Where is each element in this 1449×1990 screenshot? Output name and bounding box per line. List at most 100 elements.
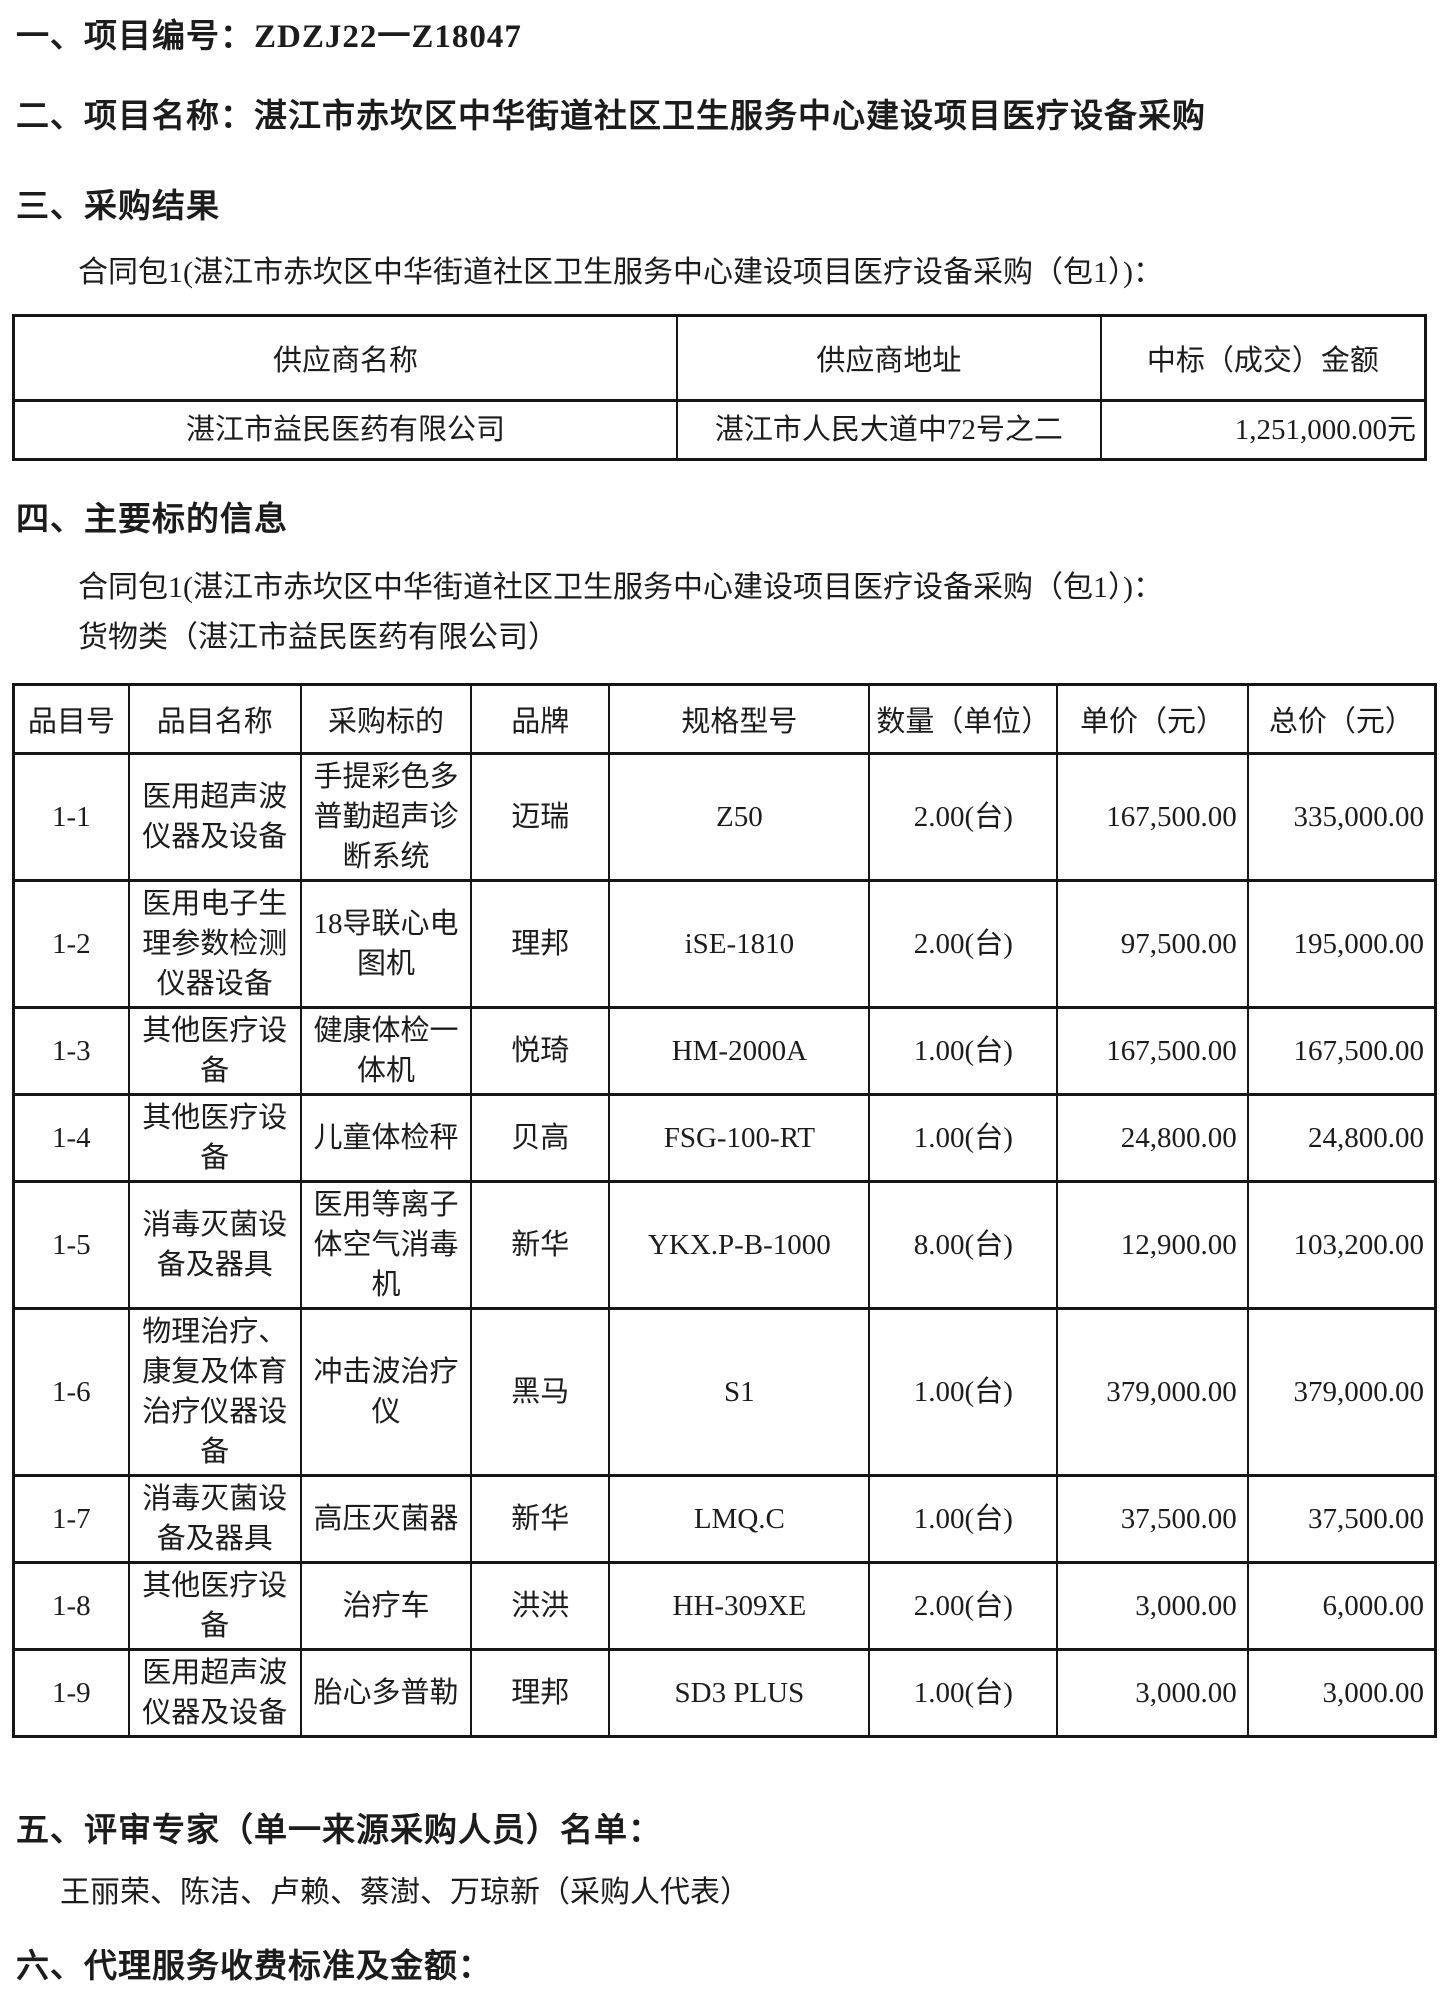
table-cell: 167,500.00 [1246,1006,1437,1096]
table-cell: 冲击波治疗仪 [299,1307,473,1477]
table-row: 1-2 医用电子生理参数检测仪器设备 18导联心电图机 理邦 iSE-1810 2.00(… [12,879,1437,1009]
table-cell: 37,500.00 [1056,1474,1249,1564]
table-header-row: 品目号 品目名称 采购标的 品牌 规格型号 数量（单位） 单价（元） 总价（元） [12,683,1437,755]
column-header: 供应商名称 [12,314,679,402]
table-cell: 医用超声波仪器及设备 [127,1648,302,1738]
table-cell: 理邦 [470,1648,611,1738]
goods-category-line: 货物类（湛江市益民医药有限公司） [78,621,558,654]
table-cell: 1-1 [12,752,130,882]
column-header: 中标（成交）金额 [1099,314,1427,402]
table-row: 1-5 消毒灭菌设备及器具 医用等离子体空气消毒机 新华 YKX.P-B-1000 8.0… [12,1180,1437,1310]
table-cell: 胎心多普勒 [299,1648,473,1738]
items-table: 品目号 品目名称 采购标的 品牌 规格型号 数量（单位） 单价（元） 总价（元） 1-1 医用超… [12,683,1437,1738]
table-cell: LMQ.C [608,1474,871,1564]
section-heading-agency-fee: 六、代理服务收费标准及金额： [16,1949,492,1985]
table-cell: 1.00(台) [868,1474,1059,1564]
items-table-body: 1-1 医用超声波仪器及设备 手提彩色多普勤超声诊断系统 迈瑞 Z50 2.00(台) 16… [12,752,1437,1738]
table-cell: 物理治疗、康复及体育治疗仪器设备 [127,1307,302,1477]
table-cell: 其他医疗设备 [127,1006,302,1096]
table-cell: HH-309XE [608,1561,871,1651]
table-cell: 湛江市人民大道中72号之二 [676,399,1102,461]
table-cell: 医用电子生理参数检测仪器设备 [127,879,302,1009]
table-cell: YKX.P-B-1000 [608,1180,871,1310]
table-cell: 1-3 [12,1006,130,1096]
table-cell: 新华 [470,1474,611,1564]
table-cell: 1-9 [12,1648,130,1738]
column-header: 采购标的 [299,683,473,755]
table-cell: 新华 [470,1180,611,1310]
column-header: 品目号 [12,683,130,755]
items-table-header: 品目号 品目名称 采购标的 品牌 规格型号 数量（单位） 单价（元） 总价（元） [12,683,1437,755]
result-table: 供应商名称 供应商地址 中标（成交）金额 湛江市益民医药有限公司 湛江市人民大道中72… [12,314,1427,461]
table-cell: 1-8 [12,1561,130,1651]
table-cell: 1-7 [12,1474,130,1564]
column-header: 总价（元） [1246,683,1437,755]
table-header-row: 供应商名称 供应商地址 中标（成交）金额 [12,314,1427,402]
table-cell: 1.00(台) [868,1006,1059,1096]
table-cell: 2.00(台) [868,752,1059,882]
contract-package-line-items: 合同包1(湛江市赤坎区中华街道社区卫生服务中心建设项目医疗设备采购（包1）)： [78,571,1163,604]
table-cell: Z50 [608,752,871,882]
table-cell: 1.00(台) [868,1648,1059,1738]
table-cell: SD3 PLUS [608,1648,871,1738]
table-cell: 335,000.00 [1246,752,1437,882]
section-heading-project-name: 二、项目名称：湛江市赤坎区中华街道社区卫生服务中心建设项目医疗设备采购 [16,99,1206,135]
column-header: 品目名称 [127,683,302,755]
table-row: 1-4 其他医疗设备 儿童体检秤 贝高 FSG-100-RT 1.00(台) 24,800.… [12,1093,1437,1183]
table-cell: 379,000.00 [1056,1307,1249,1477]
table-cell: 医用等离子体空气消毒机 [299,1180,473,1310]
table-cell: 健康体检一体机 [299,1006,473,1096]
table-cell: 3,000.00 [1246,1648,1437,1738]
table-row: 1-9 医用超声波仪器及设备 胎心多普勒 理邦 SD3 PLUS 1.00(台) 3,000… [12,1648,1437,1738]
table-cell: 理邦 [470,879,611,1009]
table-cell: 379,000.00 [1246,1307,1437,1477]
table-cell: 2.00(台) [868,1561,1059,1651]
table-cell: 195,000.00 [1246,879,1437,1009]
table-cell: 12,900.00 [1056,1180,1249,1310]
table-cell: 医用超声波仪器及设备 [127,752,302,882]
table-cell: 6,000.00 [1246,1561,1437,1651]
table-cell: 24,800.00 [1246,1093,1437,1183]
section-heading-project-number: 一、项目编号：ZDZJ22一Z18047 [16,19,522,55]
procurement-result-document: { "doc": { "section1_heading": "一、项目编号：Z… [0,14,1449,1986]
table-cell: 贝高 [470,1093,611,1183]
table-cell: 迈瑞 [470,752,611,882]
column-header: 单价（元） [1056,683,1249,755]
table-cell: 1.00(台) [868,1307,1059,1477]
table-cell: 3,000.00 [1056,1561,1249,1651]
table-row: 湛江市益民医药有限公司 湛江市人民大道中72号之二 1,251,000.00元 [12,399,1427,461]
result-table-header: 供应商名称 供应商地址 中标（成交）金额 [12,314,1427,402]
table-cell: 1-5 [12,1180,130,1310]
expert-names-line: 王丽荣、陈洁、卢赖、蔡澍、万琼新（采购人代表） [60,1876,750,1909]
table-cell: 其他医疗设备 [127,1561,302,1651]
table-cell: 24,800.00 [1056,1093,1249,1183]
table-cell: 湛江市益民医药有限公司 [12,399,679,461]
section-heading-main-subject-info: 四、主要标的信息 [16,502,288,538]
table-cell: 黑马 [470,1307,611,1477]
table-cell: 103,200.00 [1246,1180,1437,1310]
table-cell: 1-4 [12,1093,130,1183]
column-header: 规格型号 [608,683,871,755]
table-cell: 1-2 [12,879,130,1009]
table-cell: 167,500.00 [1056,1006,1249,1096]
table-row: 1-7 消毒灭菌设备及器具 高压灭菌器 新华 LMQ.C 1.00(台) 37,500.00… [12,1474,1437,1564]
table-cell: 1-6 [12,1307,130,1477]
table-cell: 3,000.00 [1056,1648,1249,1738]
contract-package-line-result: 合同包1(湛江市赤坎区中华街道社区卫生服务中心建设项目医疗设备采购（包1）)： [78,256,1163,289]
table-cell: 高压灭菌器 [299,1474,473,1564]
table-cell: 治疗车 [299,1561,473,1651]
table-row: 1-3 其他医疗设备 健康体检一体机 悦琦 HM-2000A 1.00(台) 167,500… [12,1006,1437,1096]
table-cell: 167,500.00 [1056,752,1249,882]
table-cell: 儿童体检秤 [299,1093,473,1183]
table-cell: 悦琦 [470,1006,611,1096]
section-heading-procurement-result: 三、采购结果 [16,189,220,225]
result-table-body: 湛江市益民医药有限公司 湛江市人民大道中72号之二 1,251,000.00元 [12,399,1427,461]
column-header: 供应商地址 [676,314,1102,402]
table-row: 1-1 医用超声波仪器及设备 手提彩色多普勤超声诊断系统 迈瑞 Z50 2.00(台) 16… [12,752,1437,882]
table-cell: S1 [608,1307,871,1477]
section-heading-expert-list: 五、评审专家（单一来源采购人员）名单： [16,1813,662,1849]
table-cell: 2.00(台) [868,879,1059,1009]
table-row: 1-6 物理治疗、康复及体育治疗仪器设备 冲击波治疗仪 黑马 S1 1.00(台) 379,… [12,1307,1437,1477]
table-row: 1-8 其他医疗设备 治疗车 洪洪 HH-309XE 2.00(台) 3,000.00 6,0… [12,1561,1437,1651]
table-cell: 8.00(台) [868,1180,1059,1310]
